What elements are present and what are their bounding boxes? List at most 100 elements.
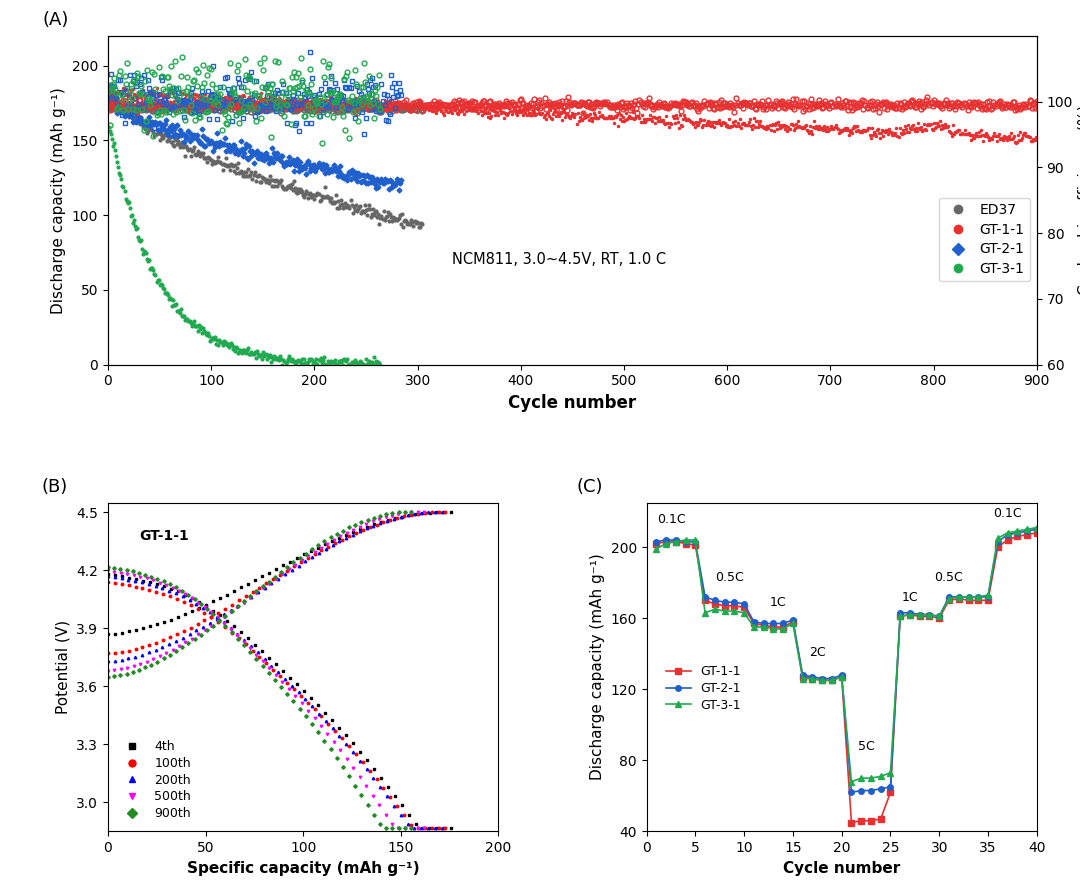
GT-3-1 [815,675,828,686]
GT-1-1 [943,595,956,606]
GT-2-1 [670,535,683,545]
GT-2-1 [904,607,917,618]
Y-axis label: Potential (V): Potential (V) [56,620,70,714]
GT-3-1 [835,671,848,682]
GT-1-1 [904,609,917,620]
GT-3-1 [1001,527,1014,538]
GT-3-1 [679,535,692,545]
GT-1-1 [1030,527,1043,538]
GT-3-1 [670,536,683,547]
GT-3-1 [854,772,867,783]
GT-1-1 [845,817,858,828]
GT-2-1 [953,592,966,603]
GT-1-1 [767,621,780,632]
GT-3-1 [962,592,975,603]
GT-2-1 [786,614,799,625]
GT-2-1 [972,592,985,603]
GT-3-1 [806,673,819,684]
GT-2-1 [777,618,789,628]
GT-3-1 [796,673,809,684]
GT-2-1 [796,670,809,680]
GT-2-1 [874,783,887,794]
GT-1-1 [825,675,838,686]
GT-3-1 [943,594,956,604]
GT-2-1 [708,595,721,606]
GT-3-1 [767,623,780,634]
GT-3-1 [777,623,789,634]
GT-3-1 [786,618,799,628]
GT-3-1 [845,776,858,787]
Y-axis label: Discharge capacity (mAh g⁻¹): Discharge capacity (mAh g⁻¹) [52,87,66,314]
GT-2-1 [1021,526,1034,536]
Text: 5C: 5C [858,740,875,754]
GT-2-1 [1011,527,1024,538]
GT-3-1 [1030,522,1043,533]
X-axis label: Cycle number: Cycle number [783,861,901,876]
GT-2-1 [1030,524,1043,535]
GT-2-1 [660,535,673,545]
Text: GT-1-1: GT-1-1 [139,529,189,543]
GT-1-1 [982,595,995,606]
GT-3-1 [718,605,731,616]
Text: 0.5C: 0.5C [715,571,744,585]
GT-1-1 [815,675,828,686]
GT-1-1 [835,671,848,682]
Text: 1C: 1C [770,596,786,610]
GT-2-1 [699,592,712,603]
GT-2-1 [991,536,1004,547]
GT-1-1 [923,611,936,621]
Line: GT-2-1: GT-2-1 [653,527,1040,795]
GT-3-1 [894,611,907,621]
GT-2-1 [933,611,946,621]
GT-3-1 [660,538,673,549]
GT-1-1 [718,601,731,611]
Line: GT-3-1: GT-3-1 [653,525,1040,784]
GT-2-1 [845,787,858,797]
X-axis label: Specific capacity (mAh g⁻¹): Specific capacity (mAh g⁻¹) [187,861,419,876]
Text: 0.5C: 0.5C [934,571,963,585]
GT-1-1 [806,673,819,684]
GT-1-1 [854,815,867,826]
Y-axis label: Coulombic efficiency (%): Coulombic efficiency (%) [1079,105,1080,295]
GT-3-1 [1021,524,1034,535]
GT-2-1 [914,609,927,620]
X-axis label: Cycle number: Cycle number [509,394,636,412]
GT-2-1 [718,597,731,608]
GT-3-1 [1011,526,1024,536]
GT-2-1 [728,597,741,608]
Text: NCM811, 3.0~4.5V, RT, 1.0 C: NCM811, 3.0~4.5V, RT, 1.0 C [451,252,665,266]
GT-1-1 [660,536,673,547]
Legend: GT-1-1, GT-2-1, GT-3-1: GT-1-1, GT-2-1, GT-3-1 [661,660,746,717]
GT-3-1 [883,767,896,778]
GT-1-1 [796,671,809,682]
GT-2-1 [1001,529,1014,540]
GT-2-1 [825,673,838,684]
GT-1-1 [1001,535,1014,545]
Text: 0.1C: 0.1C [994,508,1022,520]
GT-1-1 [689,540,702,551]
GT-1-1 [738,603,751,613]
GT-3-1 [933,611,946,621]
GT-2-1 [883,781,896,792]
GT-1-1 [953,594,966,604]
Text: 0.1C: 0.1C [657,513,685,526]
GT-1-1 [883,787,896,797]
GT-1-1 [933,612,946,623]
GT-1-1 [894,611,907,621]
GT-2-1 [982,592,995,603]
Text: 2C: 2C [809,646,825,659]
GT-3-1 [904,609,917,620]
GT-1-1 [728,601,741,611]
GT-2-1 [962,592,975,603]
GT-1-1 [972,595,985,606]
Text: (A): (A) [43,12,69,30]
Text: (C): (C) [577,478,603,496]
Line: GT-1-1: GT-1-1 [653,530,1040,825]
GT-3-1 [914,609,927,620]
GT-2-1 [894,607,907,618]
GT-2-1 [757,618,770,628]
GT-1-1 [708,599,721,610]
GT-1-1 [874,814,887,824]
GT-1-1 [1011,531,1024,542]
GT-2-1 [747,616,760,627]
